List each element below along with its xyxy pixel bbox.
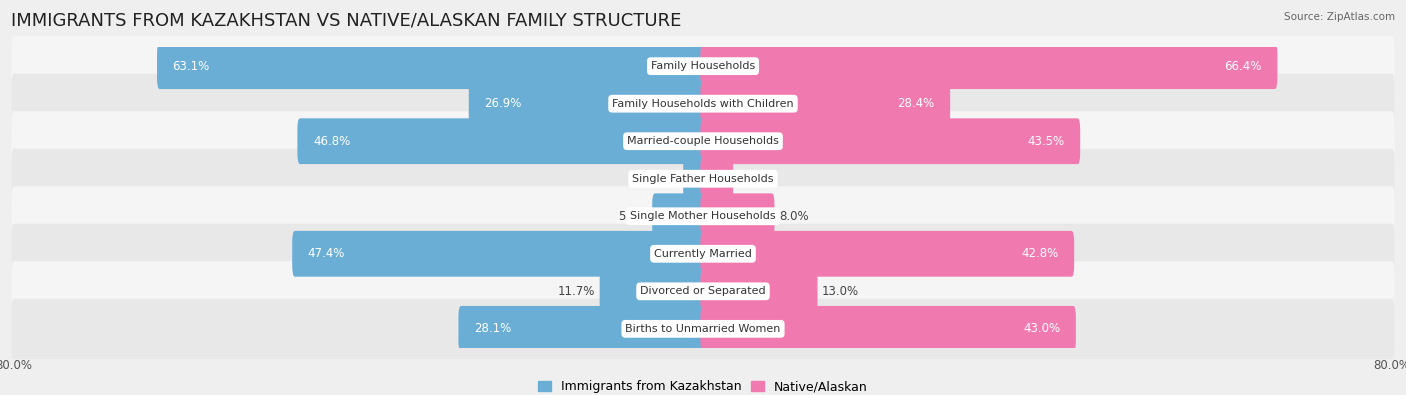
FancyBboxPatch shape [700,118,1080,164]
FancyBboxPatch shape [599,269,706,314]
Text: Divorced or Separated: Divorced or Separated [640,286,766,296]
Text: IMMIGRANTS FROM KAZAKHSTAN VS NATIVE/ALASKAN FAMILY STRUCTURE: IMMIGRANTS FROM KAZAKHSTAN VS NATIVE/ALA… [11,12,682,30]
FancyBboxPatch shape [652,194,706,239]
FancyBboxPatch shape [11,73,1395,134]
Text: 80.0%: 80.0% [1374,359,1406,372]
Text: Currently Married: Currently Married [654,249,752,259]
Text: 47.4%: 47.4% [308,247,344,260]
Text: 3.2%: 3.2% [738,172,768,185]
FancyBboxPatch shape [458,306,706,352]
Text: Single Father Households: Single Father Households [633,174,773,184]
Text: 66.4%: 66.4% [1225,60,1263,73]
FancyBboxPatch shape [292,231,706,276]
Text: Married-couple Households: Married-couple Households [627,136,779,146]
Text: 26.9%: 26.9% [484,97,522,110]
FancyBboxPatch shape [700,231,1074,276]
Text: 11.7%: 11.7% [558,285,595,298]
Text: Family Households with Children: Family Households with Children [612,99,794,109]
FancyBboxPatch shape [11,36,1395,96]
FancyBboxPatch shape [683,156,706,201]
Text: 5.6%: 5.6% [619,210,648,223]
FancyBboxPatch shape [11,261,1395,322]
FancyBboxPatch shape [700,156,733,201]
FancyBboxPatch shape [11,149,1395,209]
Text: 43.5%: 43.5% [1028,135,1064,148]
FancyBboxPatch shape [700,194,775,239]
Text: Births to Unmarried Women: Births to Unmarried Women [626,324,780,334]
FancyBboxPatch shape [700,43,1278,89]
Text: 80.0%: 80.0% [0,359,32,372]
Text: Source: ZipAtlas.com: Source: ZipAtlas.com [1284,12,1395,22]
Text: Family Households: Family Households [651,61,755,71]
Text: 13.0%: 13.0% [823,285,859,298]
Text: 46.8%: 46.8% [314,135,350,148]
FancyBboxPatch shape [11,224,1395,284]
Text: 43.0%: 43.0% [1024,322,1060,335]
Text: 2.0%: 2.0% [650,172,679,185]
Text: 42.8%: 42.8% [1021,247,1059,260]
FancyBboxPatch shape [157,43,706,89]
FancyBboxPatch shape [700,269,817,314]
FancyBboxPatch shape [11,111,1395,171]
Text: 28.4%: 28.4% [897,97,935,110]
Legend: Immigrants from Kazakhstan, Native/Alaskan: Immigrants from Kazakhstan, Native/Alask… [533,375,873,395]
Text: Single Mother Households: Single Mother Households [630,211,776,221]
FancyBboxPatch shape [11,299,1395,359]
FancyBboxPatch shape [468,81,706,126]
Text: 28.1%: 28.1% [474,322,512,335]
FancyBboxPatch shape [700,81,950,126]
FancyBboxPatch shape [298,118,706,164]
FancyBboxPatch shape [700,306,1076,352]
FancyBboxPatch shape [11,186,1395,246]
Text: 63.1%: 63.1% [173,60,209,73]
Text: 8.0%: 8.0% [779,210,808,223]
